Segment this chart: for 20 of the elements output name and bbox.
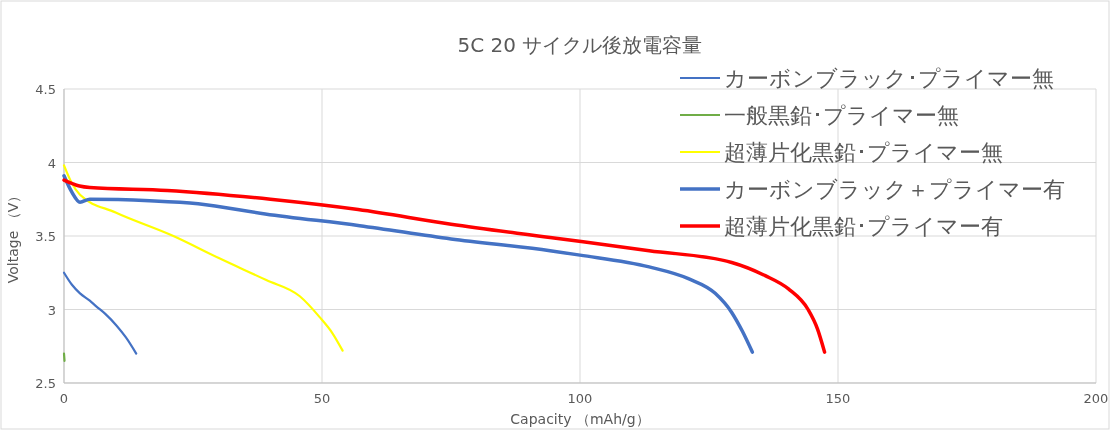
x-tick-label: 0 <box>59 391 69 406</box>
legend-label: 超薄片化黒鉛･プライマー無 <box>724 140 1003 165</box>
y-tick-label: 3.5 <box>35 229 56 244</box>
y-tick-label: 2.5 <box>35 376 56 391</box>
x-tick-label: 150 <box>825 391 851 406</box>
chart-title: 5C 20 サイクル後放電容量 <box>457 33 703 57</box>
line-series <box>62 164 344 352</box>
legend-label: 一般黒鉛･プライマー無 <box>724 103 959 128</box>
x-tick-label: 200 <box>1083 391 1109 406</box>
legend-label: カーボンブラック･プライマー無 <box>724 66 1054 91</box>
legend-label: 超薄片化黒鉛･プライマー有 <box>724 214 1003 239</box>
line-series <box>62 271 138 355</box>
x-axis-title: Capacity （mAh/g） <box>510 411 650 427</box>
x-tick-label: 100 <box>567 391 593 406</box>
y-tick-label: 3 <box>47 302 56 318</box>
legend-label: カーボンブラック＋プライマー有 <box>724 177 1065 202</box>
y-tick-label: 4.5 <box>35 82 56 97</box>
y-axis-title: Voltage （V） <box>5 188 21 284</box>
x-tick-label: 50 <box>313 391 331 406</box>
y-tick-label: 4 <box>47 155 56 171</box>
